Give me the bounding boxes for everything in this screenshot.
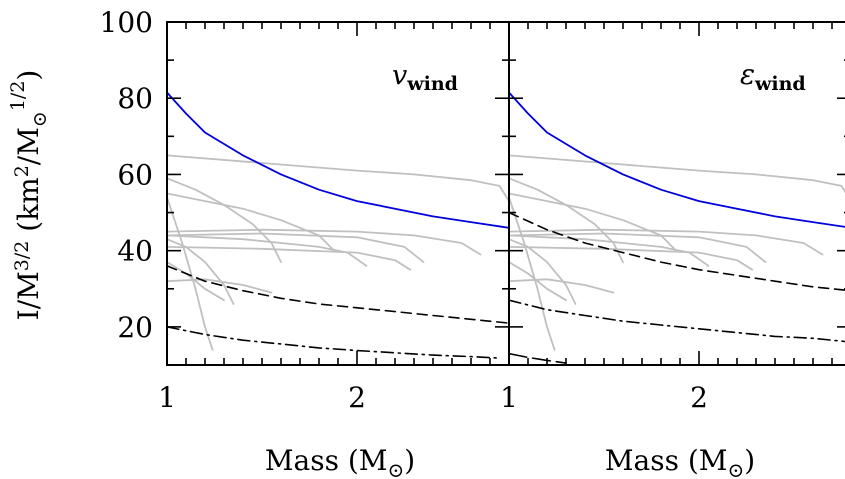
series-gray-13 <box>166 278 273 294</box>
series-solid-0 <box>508 91 845 228</box>
series-dashed-1 <box>508 211 845 291</box>
x-tick-label: 2 <box>348 381 366 414</box>
x-tick-label: 1 <box>500 381 518 414</box>
series-dashdot-2 <box>508 299 845 343</box>
series-gray-12 <box>508 261 567 302</box>
panel-epsilon-wind-label: εwind <box>740 58 806 95</box>
series-gray-6 <box>508 192 678 252</box>
series-gray-6 <box>166 228 482 256</box>
panel-v-wind-x-axis-label: Mass (M⊙) <box>265 444 415 479</box>
series-gray-9 <box>166 234 368 267</box>
series-gray-11 <box>166 261 225 302</box>
x-tick-label: 1 <box>158 381 176 414</box>
series-dashdot-2 <box>166 326 501 359</box>
series-gray-7 <box>166 232 425 263</box>
series-gray-8 <box>166 246 412 271</box>
series-gray-5 <box>166 192 336 252</box>
series-longdash-3 <box>508 352 567 364</box>
series-gray-4 <box>508 154 845 194</box>
y-axis-label: I/M3/2 (km2/M⊙1/2) <box>7 70 51 321</box>
series-gray-8 <box>508 232 767 263</box>
y-tick-label: 60 <box>117 158 153 191</box>
y-tick-label: 40 <box>117 235 153 268</box>
series-gray-10 <box>508 234 710 267</box>
x-tick-label: 2 <box>690 381 708 414</box>
y-tick-label: 20 <box>117 311 153 344</box>
panel-epsilon-wind-frame <box>508 21 845 366</box>
series-gray-14 <box>508 278 615 294</box>
series-gray-4 <box>166 177 282 263</box>
series-gray-3 <box>166 154 510 202</box>
series-dashed-1 <box>166 265 510 324</box>
series-gray-11 <box>508 238 577 305</box>
series-gray-7 <box>508 228 824 256</box>
y-tick-label: 100 <box>100 6 153 39</box>
y-tick-label: 80 <box>117 82 153 115</box>
series-gray-10 <box>166 238 235 305</box>
y-tick-labels: 20 40 60 80 100 <box>100 6 153 344</box>
panel-v-wind-label: vwind <box>392 60 458 95</box>
panel-v-wind-curves <box>166 91 510 359</box>
panel-epsilon-wind-x-axis-label: Mass (M⊙) <box>605 444 755 479</box>
series-gray-13 <box>508 196 556 351</box>
series-gray-9 <box>508 246 754 271</box>
series-solid-0 <box>166 91 510 229</box>
series-gray-5 <box>508 177 624 263</box>
panel-epsilon-wind-curves <box>508 91 845 364</box>
